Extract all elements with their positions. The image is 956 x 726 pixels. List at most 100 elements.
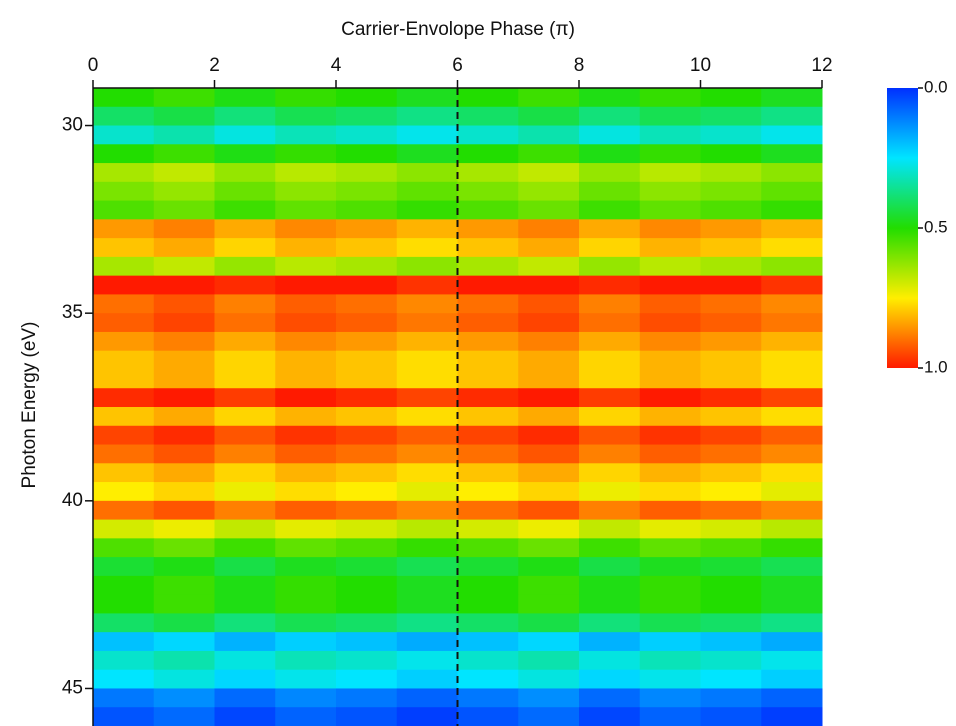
heatmap-cell	[700, 463, 762, 483]
heatmap-cell	[214, 557, 276, 577]
heatmap-cell	[700, 200, 762, 220]
heatmap-cell	[275, 331, 337, 352]
heatmap-cell	[153, 369, 215, 389]
heatmap-cell	[700, 350, 762, 370]
heatmap-cell	[93, 275, 155, 295]
heatmap-cell	[639, 538, 701, 558]
heatmap-cell	[700, 519, 762, 539]
heatmap-cell	[700, 650, 762, 671]
y-tick-label: 30	[62, 115, 83, 136]
heatmap-cell	[700, 632, 762, 652]
colorbar	[887, 88, 918, 368]
heatmap-cell	[518, 613, 580, 633]
heatmap-cell	[214, 669, 276, 689]
heatmap-cell	[214, 707, 276, 726]
heatmap-cell	[518, 538, 580, 558]
heatmap-cell	[153, 88, 215, 108]
heatmap-cell	[761, 88, 823, 108]
heatmap-cell	[396, 463, 458, 483]
heatmap-cell	[93, 256, 155, 277]
heatmap-cell	[700, 388, 762, 408]
heatmap-cell	[214, 500, 276, 521]
heatmap-cell	[457, 463, 519, 483]
heatmap-cell	[93, 88, 155, 108]
heatmap-cell	[336, 650, 398, 671]
heatmap-cell	[579, 575, 641, 596]
heatmap-cell	[518, 181, 580, 202]
heatmap-cell	[579, 219, 641, 239]
heatmap-cell	[700, 275, 762, 295]
heatmap-cell	[457, 557, 519, 577]
heatmap-cell	[579, 256, 641, 277]
heatmap-cell	[518, 256, 580, 277]
heatmap-cell	[639, 594, 701, 614]
heatmap-cell	[639, 613, 701, 633]
heatmap-cell	[457, 538, 519, 558]
heatmap-cell	[457, 669, 519, 689]
heatmap-cell	[153, 519, 215, 539]
heatmap-cell	[93, 238, 155, 258]
heatmap-cell	[93, 500, 155, 521]
heatmap-cell	[396, 482, 458, 502]
heatmap-cell	[153, 181, 215, 202]
heatmap-cell	[396, 444, 458, 464]
heatmap-cell	[761, 275, 823, 295]
heatmap-cell	[336, 275, 398, 295]
heatmap-cell	[396, 669, 458, 689]
heatmap-cell	[93, 407, 155, 427]
heatmap-cell	[93, 482, 155, 502]
heatmap-cell	[579, 519, 641, 539]
heatmap-cell	[518, 425, 580, 446]
heatmap-cell	[457, 482, 519, 502]
heatmap-cell	[761, 200, 823, 220]
heatmap-cell	[579, 669, 641, 689]
heatmap-cell	[93, 369, 155, 389]
heatmap-cell	[214, 463, 276, 483]
heatmap-cell	[396, 219, 458, 239]
heatmap-cell	[336, 594, 398, 614]
heatmap-cell	[93, 557, 155, 577]
heatmap-cell	[153, 388, 215, 408]
heatmap-cell	[518, 106, 580, 127]
heatmap-cell	[336, 294, 398, 314]
heatmap-cell	[761, 482, 823, 502]
heatmap-cell	[639, 425, 701, 446]
heatmap-cell	[153, 594, 215, 614]
heatmap-cell	[336, 125, 398, 145]
heatmap-cell	[579, 388, 641, 408]
heatmap-cell	[700, 482, 762, 502]
heatmap-cell	[761, 331, 823, 352]
heatmap-cell	[214, 388, 276, 408]
heatmap-cell	[457, 88, 519, 108]
heatmap-cell	[518, 594, 580, 614]
heatmap-cell	[275, 650, 337, 671]
heatmap-cell	[761, 219, 823, 239]
heatmap-cell	[275, 163, 337, 183]
heatmap-cell	[93, 688, 155, 708]
heatmap-cell	[396, 407, 458, 427]
heatmap-cell	[700, 125, 762, 145]
heatmap-cell	[214, 519, 276, 539]
heatmap-cell	[275, 444, 337, 464]
heatmap-cell	[93, 650, 155, 671]
heatmap-cell	[518, 388, 580, 408]
heatmap-cell	[153, 650, 215, 671]
heatmap-cell	[639, 200, 701, 220]
heatmap-cell	[214, 238, 276, 258]
heatmap-cell	[457, 294, 519, 314]
heatmap-cell	[153, 294, 215, 314]
heatmap-cell	[153, 613, 215, 633]
heatmap-cell	[153, 425, 215, 446]
heatmap-cell	[518, 575, 580, 596]
heatmap-cell	[214, 594, 276, 614]
heatmap-cell	[518, 294, 580, 314]
heatmap-cell	[761, 463, 823, 483]
heatmap-cell	[153, 407, 215, 427]
heatmap-cell	[761, 707, 823, 726]
heatmap-cell	[396, 425, 458, 446]
heatmap-cell	[639, 275, 701, 295]
heatmap-cell	[396, 200, 458, 220]
heatmap-cell	[275, 632, 337, 652]
heatmap-cell	[457, 388, 519, 408]
heatmap-cell	[336, 482, 398, 502]
